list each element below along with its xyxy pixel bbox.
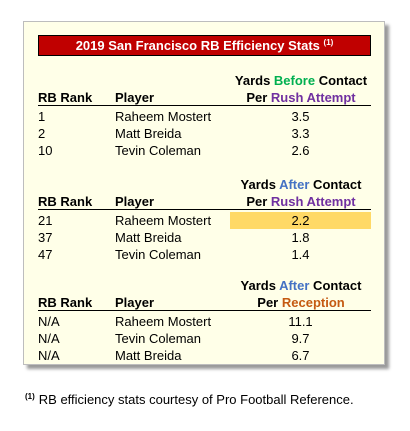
metric-text: Contact (315, 73, 368, 88)
cell-player: Matt Breida (115, 126, 182, 141)
cell-value: 2.6 (291, 143, 310, 158)
cell-player: Tevin Coleman (115, 331, 201, 346)
footnote-text: RB efficiency stats courtesy of Pro Foot… (38, 392, 354, 407)
cell-value-highlighted: 2.2 (230, 212, 371, 229)
metric-header-line1: Yards After Contact (38, 176, 371, 193)
stats-card: 2019 San Francisco RB Efficiency Stats (… (23, 21, 385, 365)
header-divider (38, 310, 371, 311)
title-footnote-marker: (1) (323, 38, 334, 47)
header-player: Player (115, 90, 155, 105)
table-row: 37 Matt Breida 1.8 (38, 229, 371, 246)
cell-rank: 21 (38, 213, 53, 228)
metric-header-line1: Yards Before Contact (38, 72, 371, 89)
footnote-marker: (1) (25, 392, 35, 401)
header-rb-rank: RB Rank (38, 194, 93, 209)
column-header-row: RB Rank Player Per Reception (38, 294, 371, 311)
metric-text: Yards (240, 278, 280, 293)
section-after-contact-reception: Yards After Contact RB Rank Player Per R… (38, 277, 371, 363)
table-row: N/A Tevin Coleman 9.7 (38, 330, 371, 347)
table-row: 21 Raheem Mostert 2.2 (38, 212, 371, 229)
cell-value: 3.5 (291, 109, 310, 124)
table-row: N/A Raheem Mostert 11.1 (38, 313, 371, 330)
metric-emphasis-after: After (279, 278, 310, 293)
table-row: 10 Tevin Coleman 2.6 (38, 142, 371, 159)
metric-emphasis-reception: Reception (281, 295, 345, 310)
cell-rank: 37 (38, 230, 53, 245)
metric-text: Contact (309, 177, 362, 192)
stats-rows: 21 Raheem Mostert 2.2 37 Matt Breida 1.8… (38, 212, 371, 263)
stats-rows: N/A Raheem Mostert 11.1 N/A Tevin Colema… (38, 313, 371, 364)
header-divider (38, 209, 371, 210)
cell-rank: 47 (38, 247, 53, 262)
cell-player: Tevin Coleman (115, 247, 201, 262)
cell-rank: 1 (38, 109, 46, 124)
cell-player: Matt Breida (115, 230, 182, 245)
footnote: (1) RB efficiency stats courtesy of Pro F… (25, 391, 354, 408)
table-row: 47 Tevin Coleman 1.4 (38, 246, 371, 263)
header-player: Player (115, 295, 155, 310)
cell-value: 1.8 (291, 230, 310, 245)
metric-text: Per (246, 194, 271, 209)
cell-value: 3.3 (291, 126, 310, 141)
table-row: N/A Matt Breida 6.7 (38, 347, 371, 364)
metric-text: Per (257, 295, 282, 310)
cell-player: Raheem Mostert (115, 109, 212, 124)
cell-value: 11.1 (288, 314, 313, 329)
header-rb-rank: RB Rank (38, 295, 93, 310)
table-row: 1 Raheem Mostert 3.5 (38, 108, 371, 125)
table-row: 2 Matt Breida 3.3 (38, 125, 371, 142)
cell-value: 1.4 (291, 247, 310, 262)
cell-player: Raheem Mostert (115, 314, 212, 329)
metric-emphasis-after: After (279, 177, 310, 192)
column-header-row: RB Rank Player Per Rush Attempt (38, 89, 371, 106)
cell-player: Tevin Coleman (115, 143, 201, 158)
section-after-contact-rush: Yards After Contact RB Rank Player Per R… (38, 176, 371, 262)
cell-rank: N/A (38, 348, 60, 363)
metric-text: Yards (240, 177, 280, 192)
cell-rank: 10 (38, 143, 53, 158)
header-rb-rank: RB Rank (38, 90, 93, 105)
stats-rows: 1 Raheem Mostert 3.5 2 Matt Breida 3.3 1… (38, 108, 371, 159)
metric-emphasis-rush-attempt: Rush Attempt (270, 90, 356, 105)
cell-rank: N/A (38, 331, 60, 346)
metric-header-line1: Yards After Contact (38, 277, 371, 294)
header-player: Player (115, 194, 155, 209)
metric-emphasis-rush-attempt: Rush Attempt (270, 194, 356, 209)
table-title: 2019 San Francisco RB Efficiency Stats (… (38, 35, 371, 56)
metric-text: Yards (234, 73, 274, 88)
column-header-row: RB Rank Player Per Rush Attempt (38, 193, 371, 210)
cell-value: 9.7 (291, 331, 310, 346)
metric-text: Contact (309, 278, 362, 293)
cell-player: Matt Breida (115, 348, 182, 363)
cell-rank: 2 (38, 126, 46, 141)
table-title-text: 2019 San Francisco RB Efficiency Stats (75, 38, 320, 53)
cell-rank: N/A (38, 314, 60, 329)
cell-player: Raheem Mostert (115, 213, 212, 228)
section-before-contact-rush: Yards Before Contact RB Rank Player Per … (38, 72, 371, 158)
metric-text: Per (246, 90, 271, 105)
cell-value: 6.7 (291, 348, 310, 363)
header-divider (38, 105, 371, 106)
metric-emphasis-before: Before (273, 73, 316, 88)
